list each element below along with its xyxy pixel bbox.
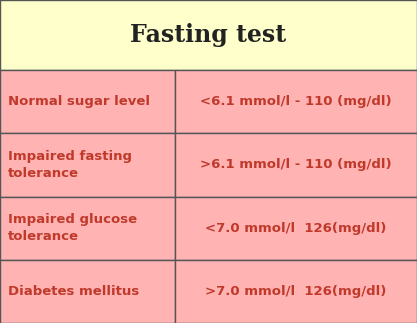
Text: Impaired fasting
tolerance: Impaired fasting tolerance [8, 150, 132, 180]
Bar [0, 260, 175, 323]
Text: <6.1 mmol/l - 110 (mg/dl): <6.1 mmol/l - 110 (mg/dl) [200, 95, 392, 108]
Text: Normal sugar level: Normal sugar level [8, 95, 150, 108]
Text: Diabetes mellitus: Diabetes mellitus [8, 285, 139, 298]
Bar [0, 0, 417, 70]
Bar [175, 70, 417, 133]
Text: Fasting test: Fasting test [131, 23, 286, 47]
Text: >6.1 mmol/l - 110 (mg/dl): >6.1 mmol/l - 110 (mg/dl) [200, 158, 392, 172]
Bar [175, 260, 417, 323]
Text: Impaired glucose
tolerance: Impaired glucose tolerance [8, 213, 137, 243]
Text: <7.0 mmol/l  126(mg/dl): <7.0 mmol/l 126(mg/dl) [205, 222, 387, 234]
Text: >7.0 mmol/l  126(mg/dl): >7.0 mmol/l 126(mg/dl) [205, 285, 387, 298]
Bar [0, 70, 175, 133]
Bar [0, 196, 175, 260]
Bar [0, 133, 175, 196]
Bar [175, 133, 417, 196]
Bar [175, 196, 417, 260]
